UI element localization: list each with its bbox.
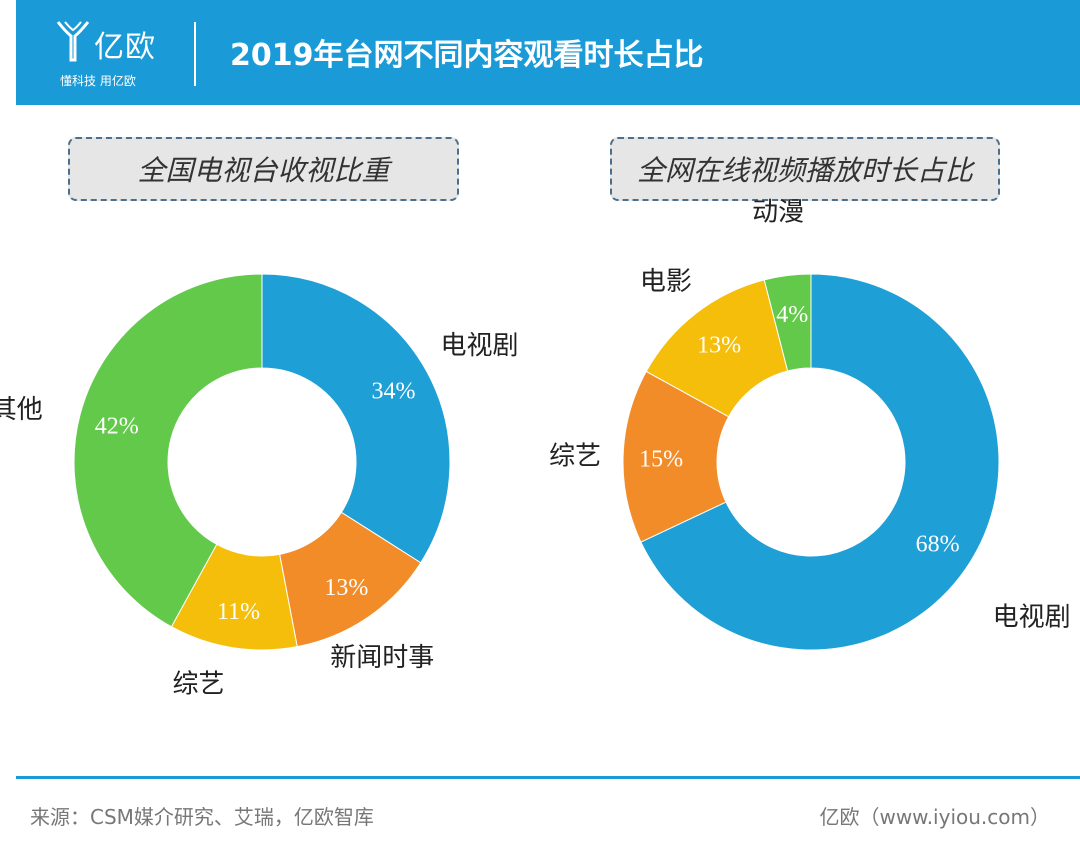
donut-slice-1 bbox=[261, 273, 451, 564]
slice-category-label: 电视剧 bbox=[441, 331, 519, 361]
slice-value-label: 68% bbox=[916, 531, 960, 557]
donut-slice-4 bbox=[763, 273, 812, 372]
header-divider bbox=[194, 22, 196, 86]
right-donut-chart: 68% 电视剧 15% 综艺 13% 电影 4% 动漫 bbox=[549, 198, 1071, 651]
footer-divider bbox=[16, 776, 1080, 779]
slice-category-label: 综艺 bbox=[173, 669, 225, 699]
page-title: 2019年台网不同内容观看时长占比 bbox=[230, 38, 704, 73]
source-note: 来源：CSM媒介研究、艾瑞，亿欧智库 bbox=[30, 805, 374, 829]
slice-value-label: 15% bbox=[639, 446, 683, 472]
slice-category-label: 其他 bbox=[0, 395, 43, 425]
slice-category-label: 动漫 bbox=[752, 198, 804, 228]
left-donut-chart: 34% 电视剧 13% 新闻时事 11% 综艺 42% 其他 bbox=[0, 273, 519, 699]
donut-slice-4 bbox=[73, 273, 263, 628]
slice-value-label: 42% bbox=[95, 414, 139, 440]
yiou-logo-icon bbox=[56, 21, 90, 62]
right-chart-title: 全网在线视频播放时长占比 bbox=[610, 137, 1000, 201]
slice-value-label: 13% bbox=[697, 332, 741, 358]
donut-slice-1 bbox=[640, 273, 1000, 651]
left-chart-title: 全国电视台收视比重 bbox=[68, 137, 459, 201]
slice-value-label: 4% bbox=[776, 302, 808, 328]
slice-value-label: 13% bbox=[324, 575, 368, 601]
slice-category-label: 新闻时事 bbox=[330, 643, 434, 673]
header-banner: 亿欧 懂科技 用亿欧 2019年台网不同内容观看时长占比 bbox=[16, 0, 1080, 105]
donut-slice-2 bbox=[622, 370, 730, 543]
slice-category-label: 电视剧 bbox=[993, 603, 1071, 633]
logo-name: 亿欧 bbox=[94, 30, 156, 65]
brand-footer: 亿欧（www.iyiou.com） bbox=[819, 805, 1050, 829]
slice-value-label: 11% bbox=[217, 599, 260, 625]
slice-category-label: 综艺 bbox=[549, 441, 601, 471]
slice-category-label: 电影 bbox=[640, 267, 692, 297]
slice-value-label: 34% bbox=[371, 379, 415, 405]
logo: 亿欧 懂科技 用亿欧 bbox=[56, 14, 186, 94]
logo-slogan: 懂科技 用亿欧 bbox=[60, 74, 136, 88]
